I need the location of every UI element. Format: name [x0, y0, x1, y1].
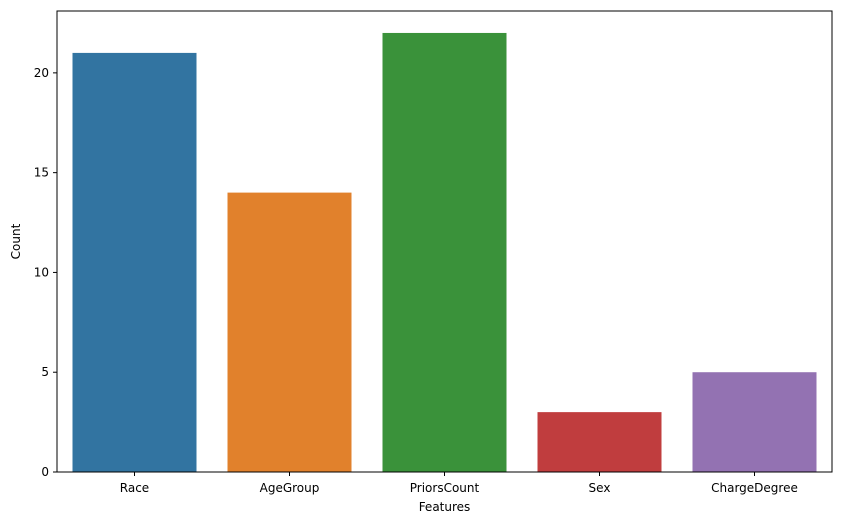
- bars-group: [72, 32, 817, 473]
- bar-agegroup: [227, 192, 352, 472]
- bar-priorscount: [382, 32, 507, 472]
- plot-frame: [56, 10, 833, 473]
- x-axis: Race AgeGroup PriorsCount Sex ChargeDegree: [120, 472, 798, 495]
- y-axis: 0 5 10 15 20: [34, 66, 57, 479]
- x-tick-label: PriorsCount: [410, 481, 480, 495]
- y-tick-label: 20: [34, 66, 49, 80]
- x-tick-label: Race: [120, 481, 149, 495]
- y-tick-label: 0: [41, 465, 49, 479]
- bar-race: [72, 52, 197, 473]
- bar-chargedegree: [692, 372, 817, 472]
- x-tick-label: ChargeDegree: [711, 481, 798, 495]
- y-tick-label: 15: [34, 166, 49, 180]
- x-tick-label: Sex: [589, 481, 611, 495]
- x-axis-title: Features: [419, 500, 471, 514]
- x-tick-label: AgeGroup: [260, 481, 320, 495]
- y-tick-label: 10: [34, 265, 49, 279]
- y-axis-title: Count: [9, 223, 23, 259]
- bar-sex: [537, 412, 662, 472]
- y-tick-label: 5: [41, 365, 49, 379]
